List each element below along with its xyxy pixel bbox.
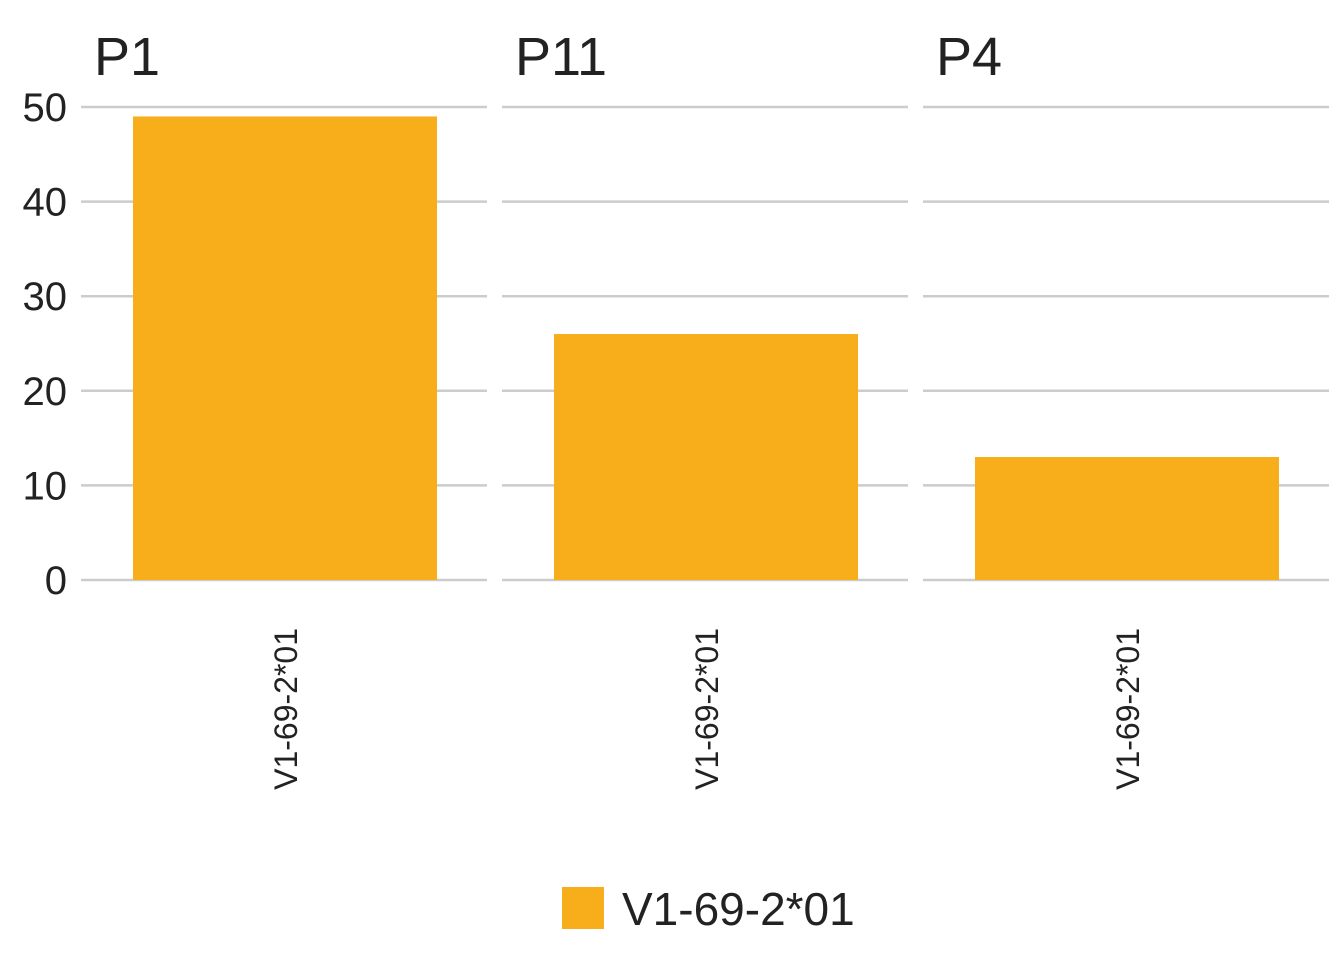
legend-label: V1-69-2*01 xyxy=(622,883,855,935)
y-tick-label: 20 xyxy=(23,370,68,414)
y-tick-label: 50 xyxy=(23,86,68,130)
facet-title: P1 xyxy=(94,27,160,87)
facet-panel: P11 V1-69-2*01 xyxy=(502,27,908,790)
y-tick-label: 30 xyxy=(23,275,68,319)
legend-swatch xyxy=(562,887,604,929)
bar xyxy=(554,334,858,580)
facet-panel: P4 V1-69-2*01 xyxy=(923,27,1329,790)
legend: V1-69-2*01 xyxy=(562,883,855,935)
y-tick-label: 0 xyxy=(45,559,67,603)
facet-panel: P1 V1-69-2*01 xyxy=(81,27,487,790)
facet-title: P11 xyxy=(515,27,607,87)
facet-title: P4 xyxy=(936,27,1002,87)
y-tick-label: 40 xyxy=(23,181,68,225)
bar xyxy=(133,116,437,581)
y-tick-label: 10 xyxy=(23,464,68,508)
x-tick-label: V1-69-2*01 xyxy=(689,628,725,790)
x-tick-label: V1-69-2*01 xyxy=(268,628,304,790)
y-axis: 0 10 20 30 40 50 xyxy=(23,86,68,603)
facet-panels: P1 V1-69-2*01 P11 V1-69-2*01 P4 V1-69-2*01 xyxy=(81,27,1329,790)
bar xyxy=(975,457,1279,580)
x-tick-label: V1-69-2*01 xyxy=(1110,628,1146,790)
